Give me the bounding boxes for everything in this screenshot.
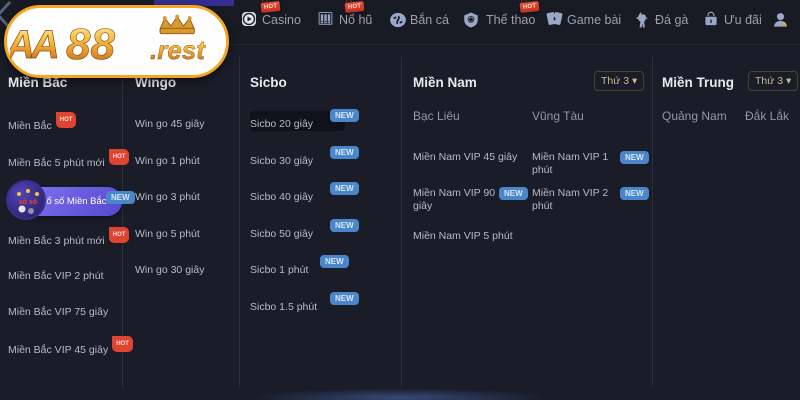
svg-text:AA: AA — [10, 23, 57, 67]
svg-text:88: 88 — [66, 20, 115, 69]
svg-text:.rest: .rest — [150, 35, 206, 65]
svg-text:xổ số: xổ số — [19, 198, 38, 206]
